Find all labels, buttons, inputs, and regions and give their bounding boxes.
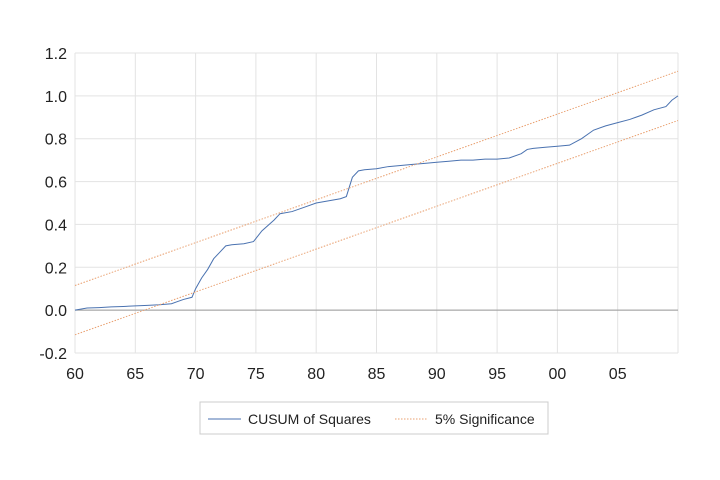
y-tick-label-0: -0.2	[39, 346, 67, 363]
y-tick-label-1: 0.0	[45, 303, 67, 320]
x-tick-label-1: 65	[126, 366, 144, 383]
x-tick-label-7: 95	[488, 366, 506, 383]
x-tick-label-4: 80	[307, 366, 325, 383]
y-axis-ticks: -0.2 0.0 0.2 0.4 0.6 0.8 1.0 1.2	[39, 46, 67, 363]
x-tick-label-9: 05	[609, 366, 627, 383]
x-tick-label-5: 85	[368, 366, 386, 383]
y-tick-label-5: 0.8	[45, 132, 67, 149]
y-tick-label-2: 0.2	[45, 260, 67, 277]
y-tick-label-6: 1.0	[45, 89, 67, 106]
series-lines	[74, 70, 679, 336]
legend-box	[199, 401, 549, 435]
x-tick-label-6: 90	[428, 366, 446, 383]
legend-label-cusum: CUSUM of Squares	[248, 411, 371, 427]
y-tick-label-7: 1.2	[45, 46, 67, 63]
x-tick-label-2: 70	[187, 366, 205, 383]
x-tick-label-0: 60	[66, 366, 84, 383]
y-tick-label-3: 0.4	[45, 217, 67, 234]
legend-label-significance: 5% Significance	[435, 411, 535, 427]
legend: CUSUM of Squares 5% Significance	[199, 401, 549, 435]
x-tick-label-8: 00	[549, 366, 567, 383]
x-axis-ticks: 60 65 70 75 80 85 90 95 00 05	[66, 366, 627, 383]
grid-lines	[74, 52, 679, 354]
series-line-cusum	[74, 95, 679, 311]
x-tick-label-3: 75	[247, 366, 265, 383]
y-tick-label-4: 0.6	[45, 175, 67, 192]
